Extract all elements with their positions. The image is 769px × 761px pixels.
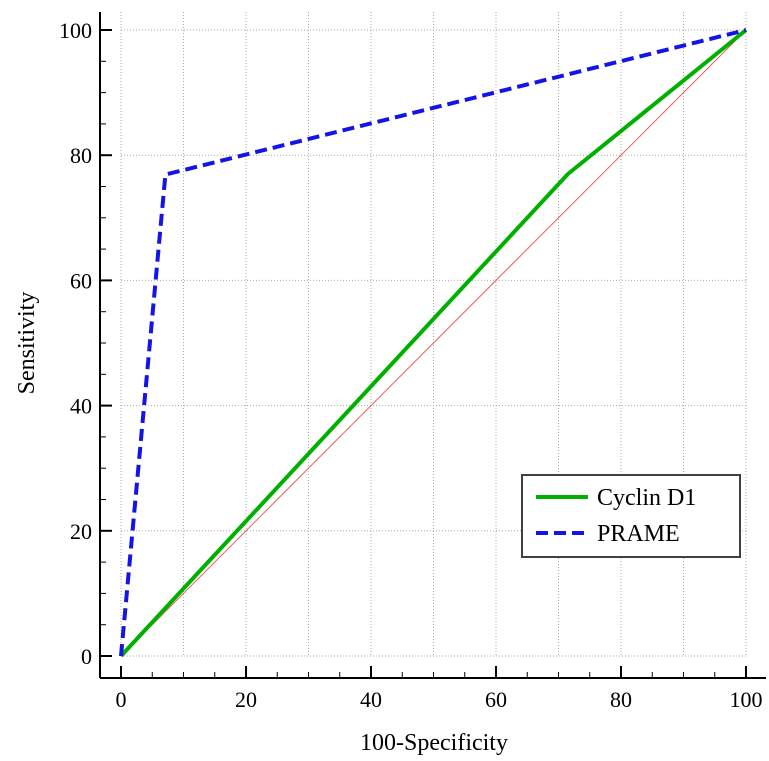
x-tick-label: 60: [485, 687, 507, 712]
y-tick-label: 80: [70, 143, 92, 168]
x-tick-label: 20: [235, 687, 257, 712]
x-tick-label: 100: [730, 687, 763, 712]
series-line-prame: [119, 28, 747, 657]
y-tick-label: 60: [70, 268, 92, 293]
y-tick-label: 0: [81, 644, 92, 669]
reference-line-group: [120, 29, 747, 657]
series-line-cyclin-d1: [119, 28, 748, 658]
series-group: [119, 28, 748, 658]
y-tick-label: 100: [59, 18, 92, 43]
y-tick-label: 40: [70, 394, 92, 419]
x-tick-label: 80: [610, 687, 632, 712]
reference-diagonal-line: [120, 29, 747, 657]
grid: [120, 12, 747, 657]
axes: [99, 12, 766, 679]
x-tick-label: 40: [360, 687, 382, 712]
legend-label-prame: PRAME: [597, 521, 680, 547]
x-tick-label: 0: [116, 687, 127, 712]
y-tick-label: 20: [70, 519, 92, 544]
y-axis-title: Sensitivity: [14, 292, 40, 395]
tick-labels: 0 20 40 60 80 100 0 20 40 60 80 100: [59, 18, 763, 712]
legend-label-cyclin-d1: Cyclin D1: [597, 485, 696, 511]
legend-box: [521, 474, 741, 558]
x-axis-title: 100-Specificity: [360, 730, 508, 756]
legend: Cyclin D1 PRAME: [521, 474, 741, 558]
